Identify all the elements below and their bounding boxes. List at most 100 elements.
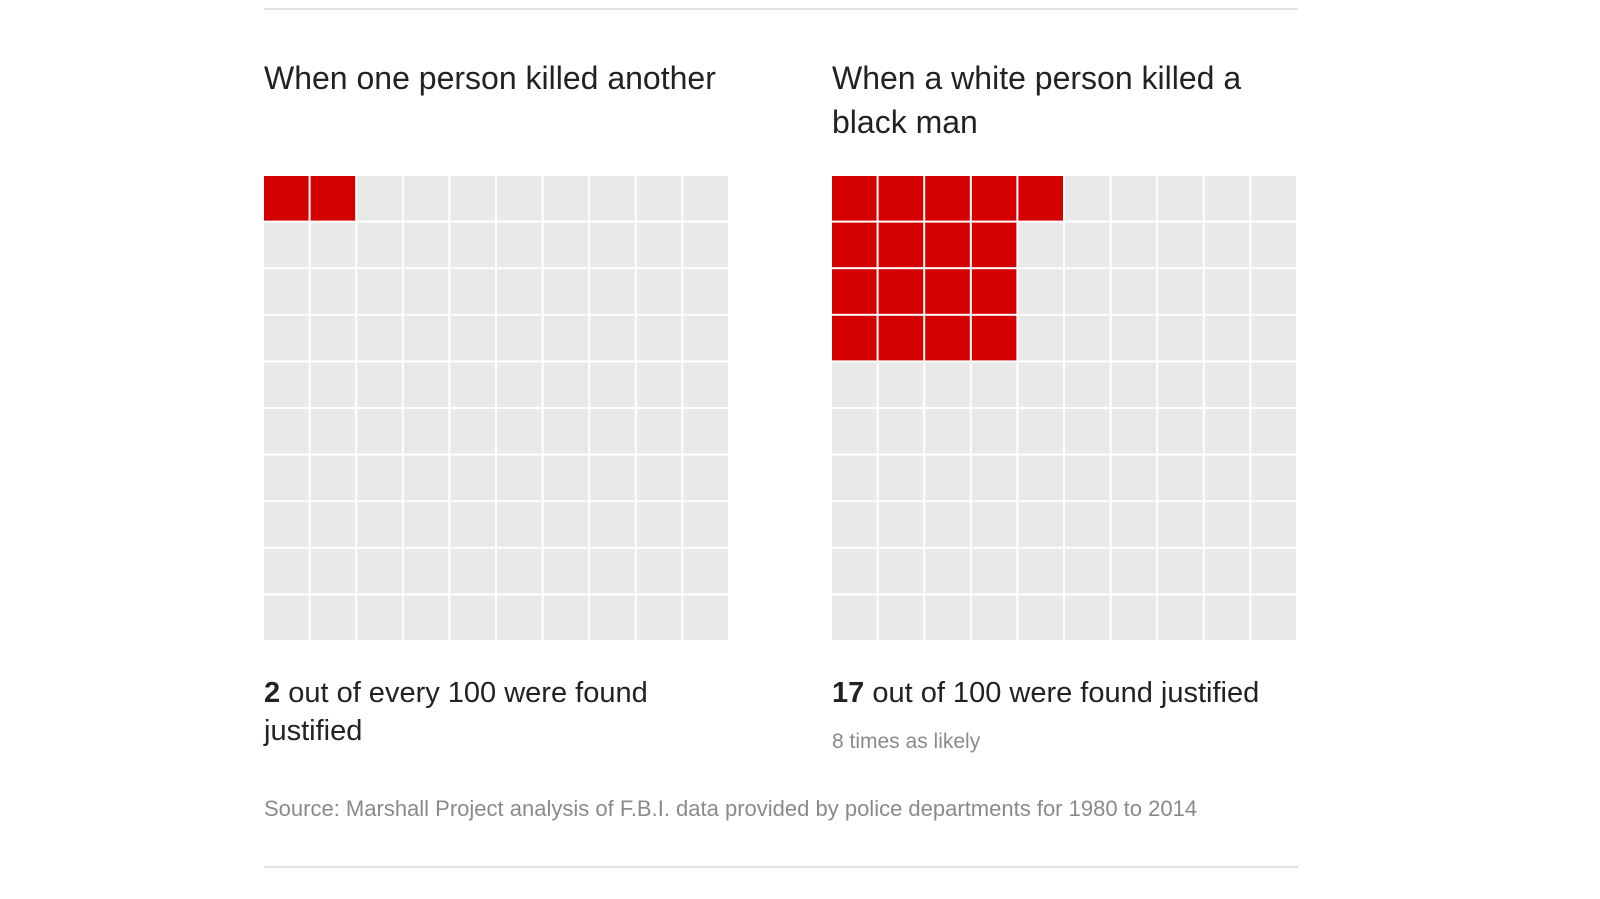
waffle-cell-empty [543,176,589,221]
waffle-cell-empty [832,362,877,407]
waffle-cell-empty [543,595,589,640]
waffle-cell-filled [925,315,970,361]
waffle-cell-filled [971,222,1017,268]
waffle-cell-filled [832,222,877,268]
waffle-cell-empty [264,502,309,547]
waffle-cell-empty [310,269,356,314]
waffle-cell-empty [1111,176,1157,221]
waffle-cell-empty [450,595,495,640]
waffle-cell-empty [497,222,542,268]
waffle-cell-empty [403,362,449,407]
waffle-cell-empty [925,548,970,594]
waffle-cell-empty [971,595,1017,640]
waffle-cell-empty [450,502,495,547]
waffle-cell-empty [1018,455,1063,501]
waffle-cell-empty [832,548,877,594]
panel-title: When one person killed another [264,60,716,96]
waffle-cell-empty [971,548,1017,594]
waffle-cell-empty [357,222,402,268]
waffle-cell-empty [1251,548,1296,594]
waffle-cell-filled [832,315,877,361]
waffle-cell-empty [450,222,495,268]
waffle-cell-empty [1158,502,1203,547]
waffle-cell-empty [543,315,589,361]
waffle-cell-empty [450,315,495,361]
waffle-cell-empty [590,222,635,268]
waffle-cell-empty [1111,455,1157,501]
caption-number: 2 [264,677,281,709]
waffle-cell-empty [1018,595,1063,640]
waffle-cell-empty [497,176,542,221]
waffle-cell-filled [878,176,924,221]
waffle-cell-empty [1111,548,1157,594]
waffle-cell-empty [878,362,924,407]
waffle-cell-empty [683,548,728,594]
waffle-cell-filled [925,176,970,221]
source-note: Source: Marshall Project analysis of F.B… [264,796,1198,821]
waffle-cell-filled [1018,176,1063,221]
waffle-cell-empty [1018,502,1063,547]
top-divider [264,8,1298,10]
waffle-cell-empty [1204,269,1250,314]
waffle-cell-empty [636,455,682,501]
waffle-cell-empty [357,548,402,594]
waffle-cell-empty [357,315,402,361]
waffle-cell-empty [878,595,924,640]
waffle-cell-empty [1158,222,1203,268]
waffle-cell-empty [1158,362,1203,407]
waffle-cell-empty [543,548,589,594]
waffle-chart-white-killer-black-victim [832,176,1296,640]
waffle-cell-empty [1158,269,1203,314]
waffle-cell-empty [264,269,309,314]
waffle-cell-empty [1065,548,1110,594]
waffle-cell-empty [450,409,495,454]
waffle-cell-filled [971,315,1017,361]
waffle-cell-empty [450,362,495,407]
waffle-cell-empty [1251,222,1296,268]
waffle-cell-empty [1251,269,1296,314]
waffle-cell-empty [543,455,589,501]
waffle-cell-filled [971,269,1017,314]
waffle-cell-empty [403,455,449,501]
waffle-cell-empty [310,595,356,640]
waffle-cell-empty [1111,315,1157,361]
waffle-cell-empty [1204,409,1250,454]
waffle-cell-empty [1158,455,1203,501]
waffle-cell-empty [403,222,449,268]
waffle-cell-empty [310,502,356,547]
waffle-cell-empty [683,269,728,314]
waffle-cell-empty [310,362,356,407]
waffle-cell-empty [590,362,635,407]
waffle-cell-empty [310,455,356,501]
waffle-cell-empty [1065,409,1110,454]
waffle-cell-empty [636,362,682,407]
waffle-cell-empty [590,455,635,501]
waffle-cell-empty [683,315,728,361]
waffle-cell-filled [925,222,970,268]
waffle-cell-empty [1065,595,1110,640]
waffle-cell-empty [357,362,402,407]
waffle-cell-empty [590,595,635,640]
waffle-cell-empty [590,409,635,454]
waffle-cell-empty [1065,315,1110,361]
waffle-cell-empty [925,595,970,640]
waffle-cell-filled [925,269,970,314]
waffle-cell-empty [683,362,728,407]
waffle-cell-empty [450,176,495,221]
waffle-cell-empty [264,548,309,594]
waffle-cell-empty [1158,548,1203,594]
waffle-cell-empty [971,502,1017,547]
waffle-cell-empty [1065,176,1110,221]
waffle-cell-empty [357,595,402,640]
waffle-cell-empty [925,409,970,454]
waffle-cell-empty [832,595,877,640]
waffle-cell-empty [971,409,1017,454]
waffle-cell-empty [878,548,924,594]
waffle-cell-filled [971,176,1017,221]
waffle-cell-filled [832,269,877,314]
waffle-cell-empty [264,362,309,407]
waffle-cell-empty [832,409,877,454]
waffle-cell-empty [683,176,728,221]
waffle-cell-empty [1251,502,1296,547]
waffle-cell-empty [1111,502,1157,547]
